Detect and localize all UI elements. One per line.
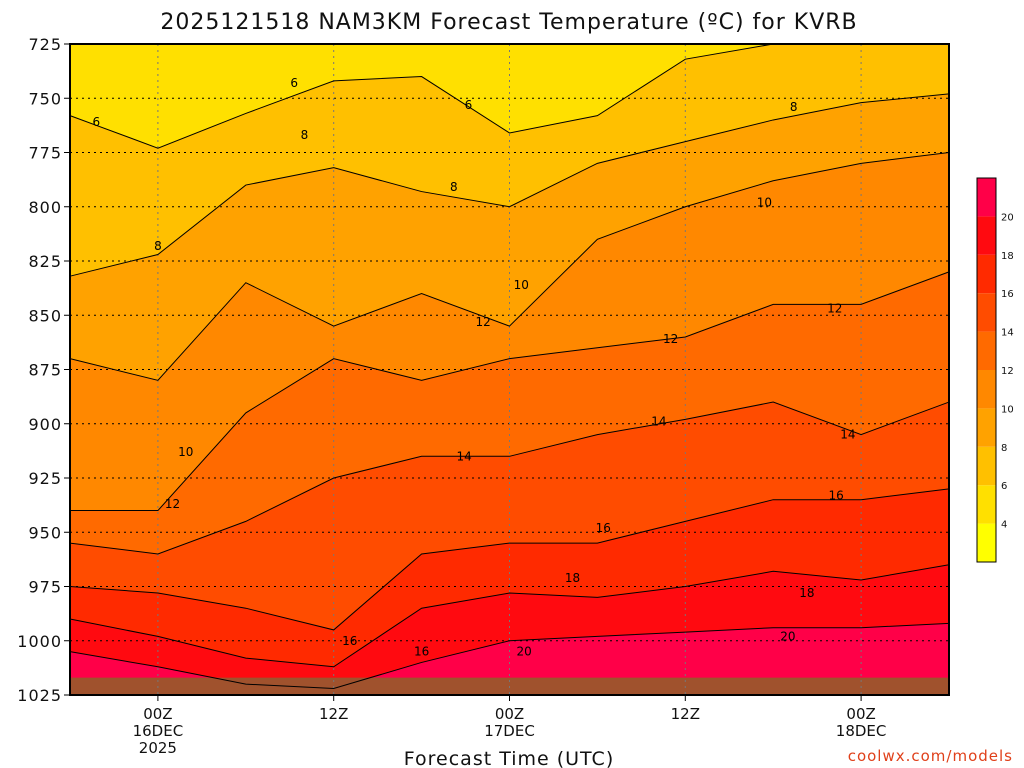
x-tick-label: 00Z bbox=[143, 705, 172, 723]
contour-labels: 6 6 6 8 8 8 8 10 10 10 12 12 12 12 14 14 14 16 16 16 16 18 18 2… bbox=[93, 76, 856, 659]
contour-label: 12 bbox=[165, 497, 180, 511]
contour-18 bbox=[69, 564, 950, 668]
contour-label: 20 bbox=[517, 645, 532, 659]
contour-label: 16 bbox=[414, 645, 429, 659]
contour-label: 12 bbox=[663, 332, 678, 346]
y-tick-label: 950 bbox=[28, 523, 62, 542]
contour-label: 12 bbox=[827, 302, 842, 316]
contour-label: 10 bbox=[514, 278, 529, 292]
y-tick-label: 1025 bbox=[17, 686, 62, 705]
contour-label: 8 bbox=[450, 180, 458, 194]
x-tick-label: 2025 bbox=[139, 739, 177, 757]
colorbar-swatch bbox=[977, 254, 996, 294]
colorbar-swatch bbox=[977, 485, 996, 524]
y-tick-label: 875 bbox=[28, 361, 62, 380]
colorbar-swatch bbox=[977, 216, 996, 255]
colorbar-tick-label: 16 bbox=[1001, 289, 1014, 300]
y-tick-label: 825 bbox=[28, 252, 62, 271]
contour-label: 20 bbox=[780, 629, 795, 643]
contour-label: 6 bbox=[93, 115, 101, 129]
colorbar-swatch bbox=[977, 408, 996, 447]
contour-20 bbox=[69, 622, 950, 689]
contour-label: 18 bbox=[565, 571, 580, 585]
contour-label: 10 bbox=[178, 445, 193, 459]
colorbar-tick-label: 4 bbox=[1001, 520, 1007, 531]
contour-12 bbox=[70, 271, 950, 512]
colorbar-tick-label: 18 bbox=[1001, 251, 1014, 262]
colorbar-swatch bbox=[977, 523, 996, 562]
y-tick-label: 725 bbox=[28, 35, 62, 54]
colorbar-tick-label: 8 bbox=[1001, 443, 1007, 454]
contour-label: 16 bbox=[596, 521, 611, 535]
colorbar-frame bbox=[976, 177, 997, 563]
y-axis-ticks: 725 750 775 800 825 850 875 900 925 950 975 1000 102… bbox=[17, 35, 70, 705]
colorbar-swatch bbox=[977, 331, 996, 370]
colorbar-tick-label: 14 bbox=[1001, 328, 1014, 339]
contour-16 bbox=[69, 488, 950, 631]
colorbar-swatch bbox=[977, 446, 996, 486]
y-tick-label: 1000 bbox=[17, 632, 62, 651]
x-tick-label: 16DEC bbox=[133, 722, 184, 740]
contour-label: 16 bbox=[342, 634, 357, 648]
contour-label: 18 bbox=[799, 586, 814, 600]
credit-text[interactable]: coolwx.com/models bbox=[848, 747, 1013, 765]
x-axis-label: Forecast Time (UTC) bbox=[404, 748, 614, 768]
band-above-20 bbox=[70, 623, 949, 695]
x-tick-label: 00Z bbox=[495, 705, 524, 723]
colorbar-tick-label: 20 bbox=[1001, 212, 1014, 223]
y-tick-label: 800 bbox=[28, 198, 62, 217]
contour-label: 8 bbox=[790, 100, 798, 114]
contour-lines bbox=[69, 43, 950, 689]
y-tick-label: 850 bbox=[28, 306, 62, 325]
contour-10 bbox=[69, 152, 950, 381]
contour-label: 16 bbox=[829, 488, 844, 502]
contour-label: 8 bbox=[301, 128, 309, 142]
x-tick-label: 18DEC bbox=[836, 722, 887, 740]
contour-label: 6 bbox=[290, 76, 298, 90]
colorbar-tick-label: 12 bbox=[1001, 366, 1014, 377]
contour-label: 6 bbox=[465, 98, 473, 112]
x-tick-label: 12Z bbox=[671, 705, 700, 723]
contour-label: 8 bbox=[154, 239, 162, 253]
x-tick-label: 12Z bbox=[319, 705, 348, 723]
colorbar-swatch bbox=[977, 370, 996, 409]
contour-label: 14 bbox=[840, 428, 855, 442]
contour-label: 14 bbox=[651, 415, 666, 429]
y-tick-label: 975 bbox=[28, 578, 62, 597]
colorbar: 4 6 8 10 12 14 16 18 20 bbox=[976, 177, 1014, 563]
colorbar-tick-label: 6 bbox=[1001, 481, 1007, 492]
contour-8 bbox=[69, 93, 950, 277]
colorbar-swatch bbox=[977, 178, 996, 217]
contour-label: 14 bbox=[456, 449, 471, 463]
y-tick-label: 900 bbox=[28, 415, 62, 434]
contour-14 bbox=[69, 401, 950, 555]
contour-label: 12 bbox=[475, 315, 490, 329]
contour-label: 10 bbox=[757, 195, 772, 209]
y-tick-label: 925 bbox=[28, 469, 62, 488]
y-tick-label: 750 bbox=[28, 89, 62, 108]
colorbar-tick-label: 10 bbox=[1001, 404, 1014, 415]
chart-title: 2025121518 NAM3KM Forecast Temperature (… bbox=[160, 10, 857, 35]
x-tick-label: 17DEC bbox=[484, 722, 535, 740]
y-tick-label: 775 bbox=[28, 144, 62, 163]
colorbar-swatch bbox=[977, 293, 996, 332]
x-tick-label: 00Z bbox=[846, 705, 875, 723]
